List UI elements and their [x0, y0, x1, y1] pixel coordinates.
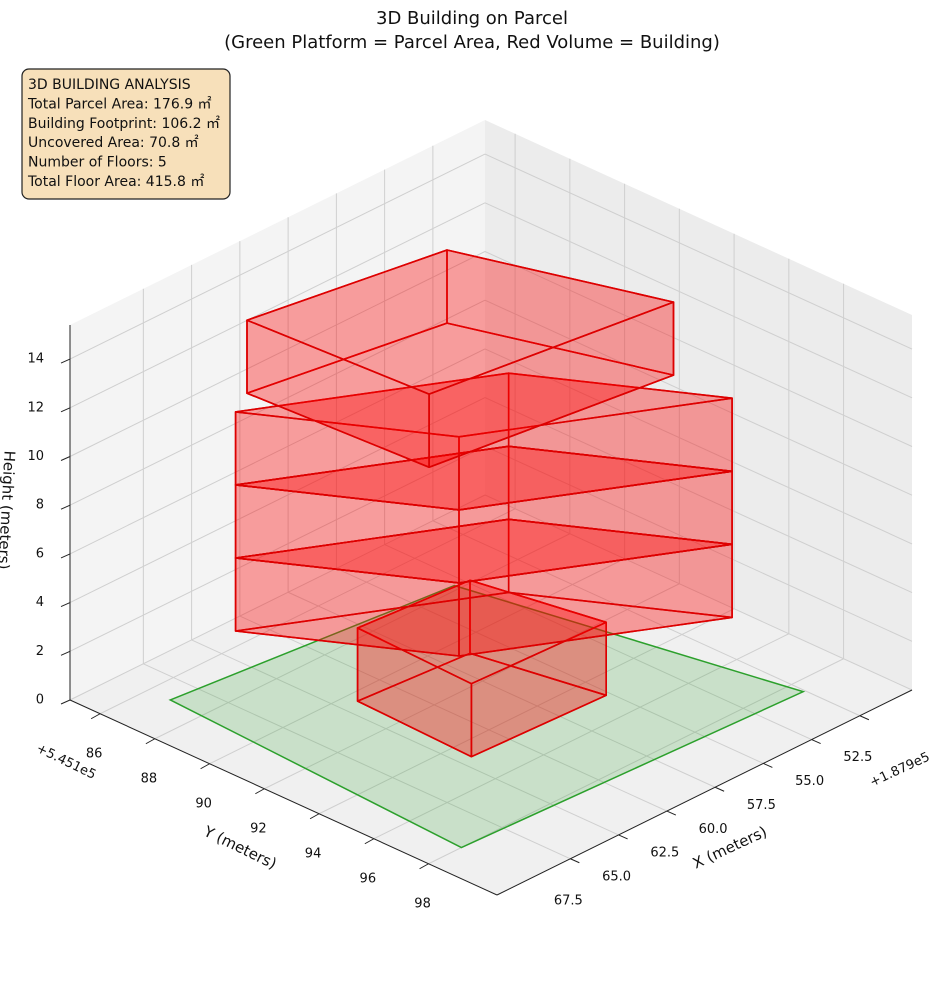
grid-line — [99, 508, 516, 715]
grid-line — [143, 663, 571, 860]
z-tick-label: 14 — [27, 352, 44, 367]
grid-line — [428, 658, 844, 865]
grid-line — [69, 445, 486, 652]
tick-mark — [145, 738, 156, 745]
grid-line — [287, 591, 716, 788]
tick-mark — [60, 504, 71, 510]
z-tick-label: 4 — [36, 595, 44, 610]
info-line: Building Footprint: 106.2 ㎡ — [28, 116, 220, 132]
tick-mark — [364, 838, 375, 845]
info-line: Total Parcel Area: 176.9 ㎡ — [27, 96, 212, 112]
tick-mark — [309, 813, 320, 820]
tick-mark — [60, 456, 71, 461]
chart-title: 3D Building on Parcel — [376, 8, 568, 29]
grid-line — [484, 445, 913, 642]
y-tick-label: 98 — [414, 896, 431, 911]
grid-line — [484, 153, 913, 350]
grid-line — [336, 567, 764, 764]
tick-mark — [255, 788, 265, 795]
tick-mark — [811, 739, 821, 745]
grid-line — [484, 397, 913, 594]
x-tick-label: 57.5 — [747, 798, 776, 813]
tick-mark — [60, 650, 71, 656]
tick-mark — [60, 602, 71, 608]
y-tick-label: 96 — [360, 871, 377, 886]
grid-line — [432, 520, 861, 717]
y-tick-label: 86 — [86, 746, 103, 761]
x-tick-label: 60.0 — [699, 822, 728, 837]
info-line: 3D BUILDING ANALYSIS — [28, 77, 191, 93]
tick-mark — [60, 699, 71, 705]
grid-line — [484, 251, 913, 447]
z-tick-label: 0 — [36, 693, 44, 708]
info-line: Total Floor Area: 415.8 ㎡ — [27, 174, 204, 190]
info-box: 3D BUILDING ANALYSIS Total Parcel Area: 1… — [21, 68, 231, 200]
tick-mark — [419, 863, 429, 870]
grid-line — [69, 153, 486, 360]
info-line: Number of Floors: 5 — [28, 155, 167, 171]
tick-mark — [60, 358, 71, 364]
grid-line — [384, 544, 812, 741]
x-tick-label: 62.5 — [650, 846, 679, 861]
grid-line — [484, 494, 913, 691]
grid-line — [69, 251, 486, 457]
y-axis-line — [69, 699, 498, 896]
grid-line — [154, 533, 571, 740]
grid-line — [239, 615, 668, 812]
y-tick-label: 90 — [195, 796, 212, 811]
y-tick-label: 92 — [250, 821, 267, 836]
z-tick-label: 10 — [27, 449, 44, 464]
z-tick-label: 12 — [27, 400, 44, 415]
y-axis-label: Y (meters) — [200, 822, 279, 873]
building-face — [356, 579, 608, 685]
building-face — [246, 249, 675, 395]
grid-line — [69, 494, 486, 701]
building-face — [234, 372, 733, 438]
z-tick-label: 8 — [36, 498, 44, 513]
y-tick-label: 94 — [305, 846, 322, 861]
y-tick-label: 88 — [141, 771, 158, 786]
floor-pane — [70, 495, 912, 895]
grid-line — [209, 558, 625, 765]
grid-line — [318, 608, 735, 815]
grid-line — [373, 633, 790, 840]
grid-line — [191, 639, 619, 836]
tick-mark — [90, 713, 101, 720]
x-tick-label: 67.5 — [554, 893, 583, 908]
tick-mark — [200, 763, 210, 770]
info-box-frame — [21, 68, 231, 200]
tick-mark — [714, 786, 725, 792]
z-tick-label: 2 — [36, 644, 44, 659]
x-tick-label: 52.5 — [843, 750, 872, 765]
grid-line — [484, 348, 913, 545]
x-tick-label: 65.0 — [602, 869, 631, 884]
tick-mark — [618, 834, 628, 840]
tick-mark — [763, 762, 773, 768]
left-pane — [70, 120, 485, 700]
z-tick-label: 6 — [36, 546, 44, 561]
tick-mark — [570, 858, 580, 864]
tick-mark — [859, 715, 870, 721]
parcel — [168, 584, 806, 849]
grid-line — [484, 299, 913, 496]
tick-mark — [666, 810, 677, 816]
info-line: Uncovered Area: 70.8 ㎡ — [28, 135, 199, 151]
right-pane — [485, 120, 912, 690]
x-tick-label: 55.0 — [795, 774, 824, 789]
tick-mark — [60, 407, 71, 413]
grid-line — [69, 202, 486, 409]
grid-line — [484, 202, 913, 399]
x-axis-line — [496, 689, 913, 896]
grid-line — [69, 348, 486, 555]
x-offset: +1.879e5 — [868, 750, 933, 791]
tick-mark — [60, 553, 71, 559]
chart-subtitle: (Green Platform = Parcel Area, Red Volum… — [224, 32, 720, 53]
z-axis-label: Height (meters) — [0, 450, 19, 570]
